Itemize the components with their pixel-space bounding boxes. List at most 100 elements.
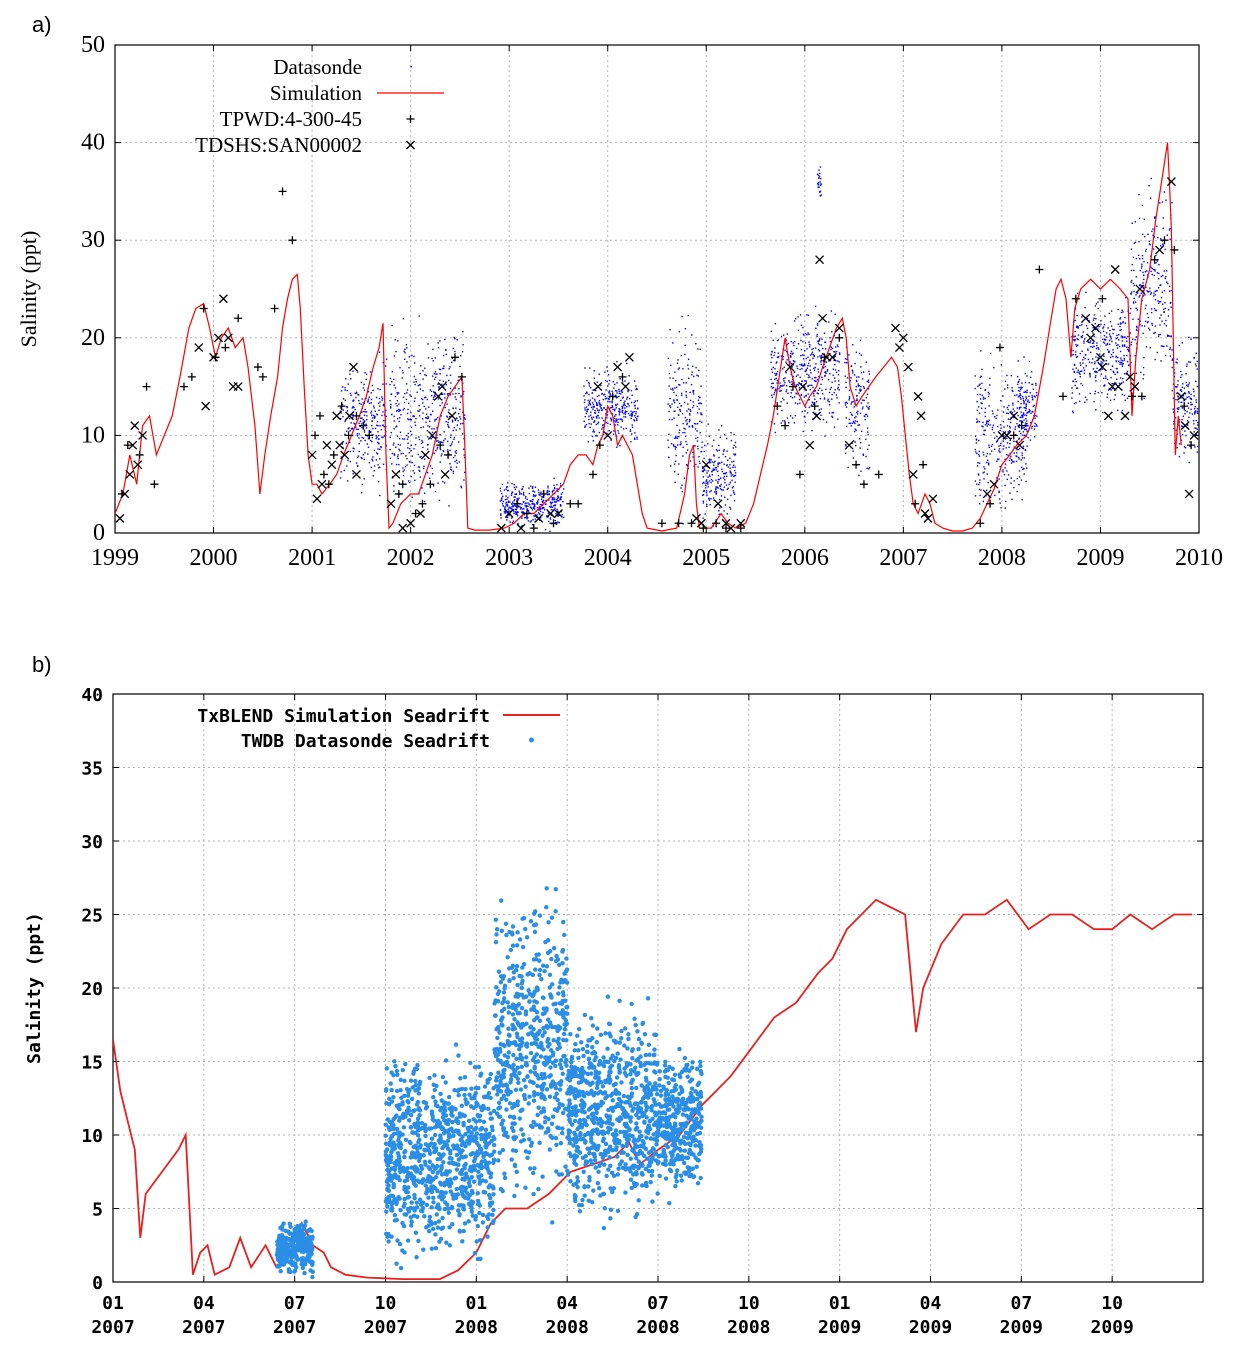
data-point [460,423,462,425]
data-point [713,491,716,493]
data-point [439,379,441,382]
data-point [1027,399,1029,401]
data-point [361,398,363,400]
data-point [1178,443,1181,445]
data-point [452,456,455,459]
data-point [588,402,590,404]
data-point [504,506,506,508]
x-marker [534,513,544,523]
data-point [472,1064,478,1070]
x-marker [440,469,450,479]
data-point [722,450,725,452]
x-marker [516,523,526,533]
data-point [442,1108,448,1113]
data-point [1173,428,1175,430]
data-point [860,354,863,356]
data-point [615,414,617,416]
data-point [363,424,365,426]
data-point [1018,406,1021,409]
data-point [601,409,604,411]
data-point [797,374,799,376]
data-point [621,405,623,408]
data-point [398,410,400,412]
data-point [825,361,828,363]
data-point [616,361,618,363]
data-point [400,1067,405,1073]
data-point [450,1221,455,1227]
x-tick-label: 2010 [1175,545,1223,571]
plus-marker [324,480,333,489]
data-point [450,469,453,471]
data-point [631,424,633,426]
data-point [733,491,735,494]
data-point [413,375,415,378]
data-point [819,172,821,175]
data-point [1008,446,1010,448]
data-point [446,374,448,377]
data-point [680,392,683,395]
data-point [389,399,391,402]
data-point [1175,392,1178,395]
data-point [450,1119,455,1125]
data-point [974,448,977,451]
data-point [504,512,506,514]
data-point [437,347,440,349]
data-point [1010,437,1013,439]
data-point [978,421,981,423]
data-point [669,328,671,331]
data-point [733,500,736,502]
plus-marker [1150,255,1159,264]
data-point [673,471,676,473]
data-point [1181,386,1183,388]
data-point [1140,371,1142,374]
data-point [588,381,590,384]
data-point [692,365,694,368]
data-point [808,406,811,409]
data-point [1017,448,1020,451]
data-point [1006,384,1009,386]
data-point [1073,402,1076,405]
data-point [417,1197,423,1202]
data-point [517,511,519,513]
data-point [1033,404,1035,407]
data-point [1025,397,1028,400]
data-point [678,435,680,438]
data-point [605,421,607,424]
data-point [413,355,415,358]
data-point [527,510,530,512]
data-point [511,502,513,505]
data-point [381,399,383,401]
data-point [450,361,453,363]
data-point [977,473,980,475]
data-point [439,368,442,371]
data-point [688,420,691,423]
data-point [1137,254,1140,257]
data-point [700,450,703,453]
plus-marker [418,499,427,508]
data-point [406,1100,411,1105]
data-point [1036,425,1038,427]
data-point [977,420,979,423]
data-point [1085,325,1088,327]
data-point [984,407,987,410]
data-point [1074,338,1076,341]
data-point [1031,425,1033,428]
data-point [443,386,445,388]
data-point [1073,370,1075,373]
data-point [860,385,862,388]
data-point [450,443,453,445]
data-point [995,441,998,443]
data-point [993,366,995,369]
data-point [560,485,562,487]
data-point [1169,348,1171,351]
data-point [631,394,633,396]
data-point [1190,393,1192,396]
data-point [820,414,822,417]
data-point [525,516,527,519]
data-point [803,363,806,365]
data-point [424,458,426,460]
data-point [689,460,692,462]
data-point [862,454,865,456]
x-tick-label: 07 [284,1293,306,1314]
data-point [406,434,408,437]
